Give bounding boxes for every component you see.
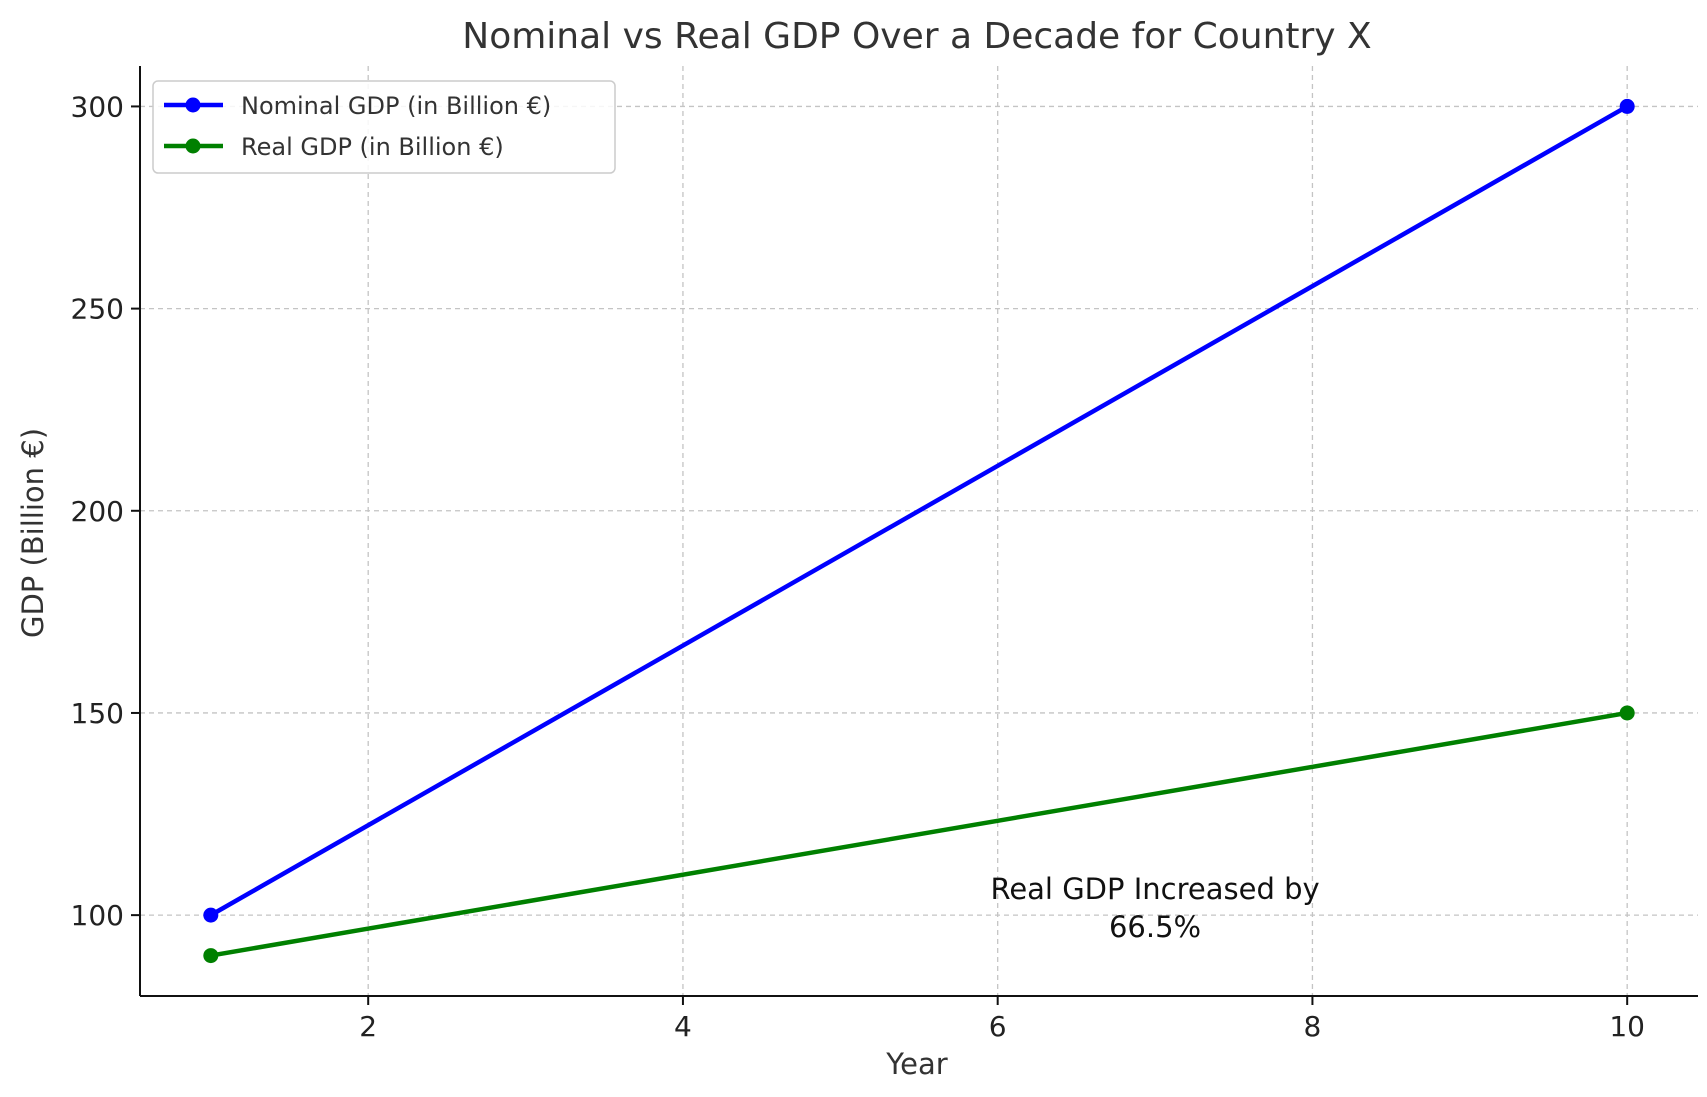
x-axis-label: Year — [885, 1047, 947, 1081]
series-line-1 — [210, 710, 1628, 958]
x-tick-label: 6 — [989, 1010, 1007, 1043]
legend-marker-real — [185, 138, 201, 154]
legend-marker-nominal — [185, 97, 201, 113]
legend-item-nominal: Nominal GDP (in Billion €) — [164, 92, 551, 120]
y-tick-label: 300 — [71, 90, 124, 123]
annotation-line-2: 66.5% — [1109, 910, 1201, 944]
axes — [139, 66, 1698, 997]
x-tick-label: 10 — [1609, 1010, 1645, 1043]
chart-title: Nominal vs Real GDP Over a Decade for Co… — [462, 16, 1371, 57]
y-axis-label: GDP (Billion €) — [16, 428, 50, 638]
annotation-line-1: Real GDP Increased by — [990, 872, 1319, 906]
legend-item-real: Real GDP (in Billion €) — [164, 133, 504, 161]
x-tick-label: 4 — [674, 1010, 692, 1043]
y-tick-label: 200 — [71, 495, 124, 528]
series-line-0 — [209, 104, 1629, 918]
legend-label-real: Real GDP (in Billion €) — [241, 133, 504, 161]
legend: Nominal GDP (in Billion €) Real GDP (in … — [152, 80, 616, 174]
y-tick-label: 250 — [71, 293, 124, 326]
data-point — [1619, 98, 1635, 114]
data-point — [203, 907, 219, 923]
legend-box — [152, 80, 616, 174]
y-tick-label: 100 — [71, 899, 124, 932]
grid-lines — [140, 66, 1698, 996]
x-tick-label: 8 — [1304, 1010, 1322, 1043]
data-point — [1619, 705, 1635, 721]
data-point — [203, 948, 219, 964]
y-tick-label: 150 — [71, 697, 124, 730]
annotation: Real GDP Increased by 66.5% — [990, 872, 1319, 944]
tick-labels: 2 4 6 8 10 100 150 200 250 300 — [71, 90, 1645, 1043]
x-tick-label: 2 — [359, 1010, 377, 1043]
series-layer — [203, 98, 1635, 964]
legend-label-nominal: Nominal GDP (in Billion €) — [241, 92, 551, 120]
